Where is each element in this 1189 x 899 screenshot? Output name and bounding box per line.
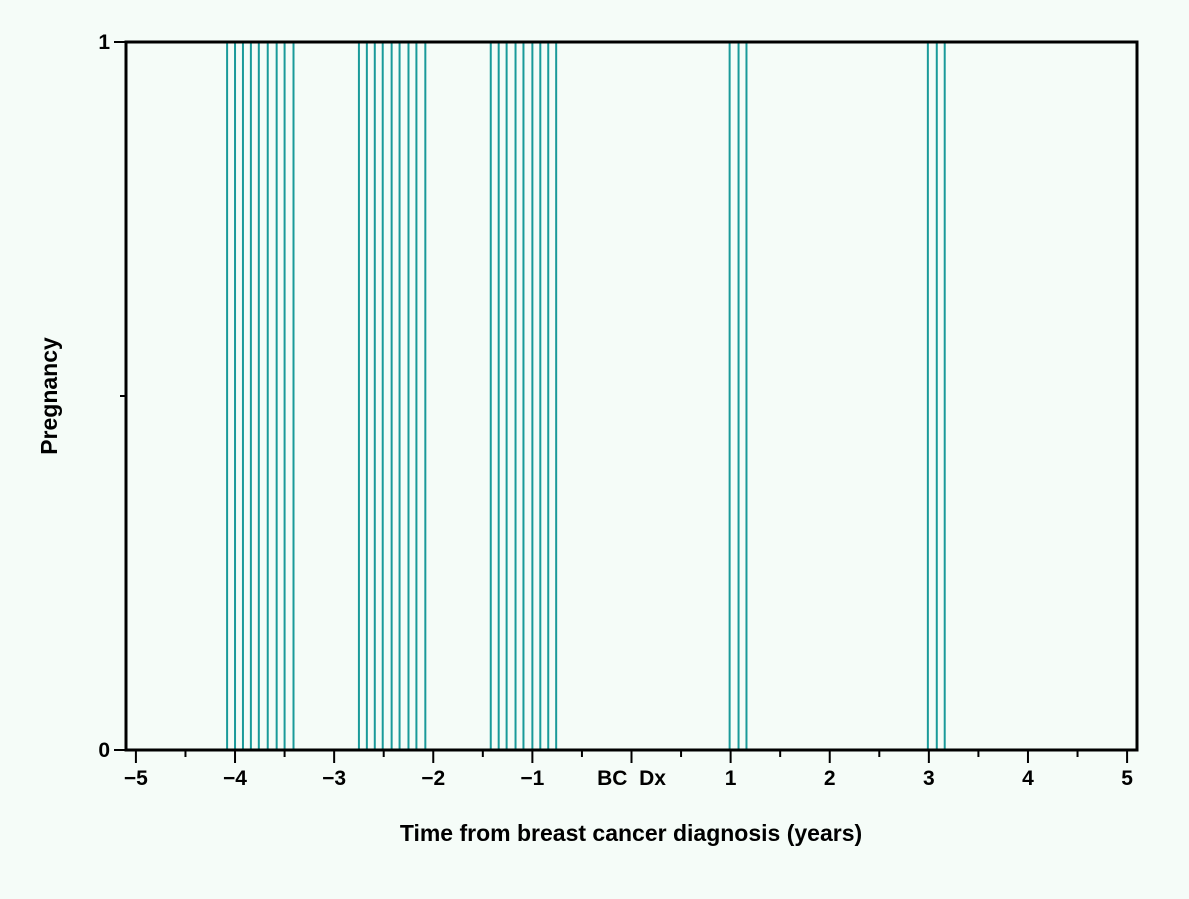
x-tick-label: −4 <box>223 767 247 790</box>
y-tick-label: 1 <box>98 31 110 54</box>
x-tick-label: −3 <box>322 767 346 790</box>
axis-ticks <box>114 41 1129 763</box>
x-tick-label: −2 <box>421 767 445 790</box>
x-tick-label: 1 <box>725 767 737 790</box>
axis-tick-labels: −5 −4 −3 −2 −1 BC Dx 1 2 3 4 5 0 1 <box>98 31 1133 790</box>
x-tick-label: −5 <box>124 767 148 790</box>
y-tick-label: 0 <box>98 739 110 762</box>
x-tick-label: 4 <box>1022 767 1034 790</box>
x-tick-label: BC Dx <box>597 767 666 790</box>
bar-series <box>226 42 946 750</box>
x-tick-label: −1 <box>520 767 544 790</box>
x-tick-label: 2 <box>824 767 836 790</box>
x-axis-title: Time from breast cancer diagnosis (years… <box>400 820 862 846</box>
x-tick-label: 5 <box>1121 767 1133 790</box>
x-tick-label: 3 <box>923 767 935 790</box>
y-axis-title: Pregnancy <box>36 337 62 455</box>
